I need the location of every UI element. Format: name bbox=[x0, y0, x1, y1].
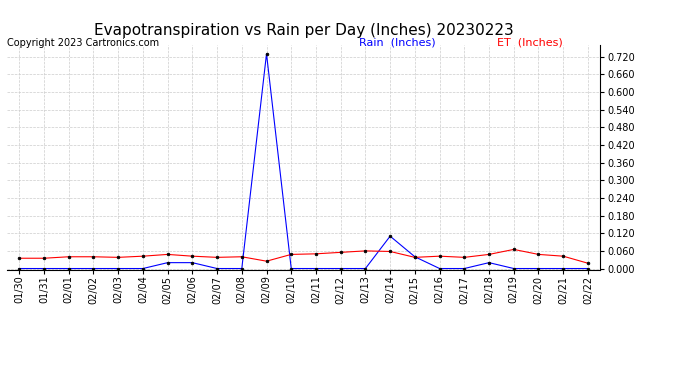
Rain  (Inches) bbox=[534, 266, 542, 271]
Text: Copyright 2023 Cartronics.com: Copyright 2023 Cartronics.com bbox=[7, 38, 159, 48]
Rain  (Inches) bbox=[213, 266, 221, 271]
ET  (Inches) bbox=[237, 255, 246, 259]
Rain  (Inches) bbox=[65, 266, 73, 271]
ET  (Inches) bbox=[337, 250, 345, 255]
ET  (Inches) bbox=[485, 252, 493, 257]
Text: ET  (Inches): ET (Inches) bbox=[497, 38, 562, 48]
Rain  (Inches) bbox=[164, 260, 172, 265]
ET  (Inches) bbox=[213, 255, 221, 260]
Rain  (Inches) bbox=[114, 266, 122, 271]
ET  (Inches) bbox=[15, 256, 23, 261]
Line: ET  (Inches): ET (Inches) bbox=[18, 248, 589, 265]
Rain  (Inches) bbox=[559, 266, 567, 271]
Rain  (Inches) bbox=[460, 266, 469, 271]
ET  (Inches) bbox=[262, 259, 270, 263]
Rain  (Inches) bbox=[139, 266, 147, 271]
Rain  (Inches) bbox=[584, 266, 592, 271]
Text: Evapotranspiration vs Rain per Day (Inches) 20230223: Evapotranspiration vs Rain per Day (Inch… bbox=[94, 22, 513, 38]
ET  (Inches) bbox=[584, 261, 592, 266]
Rain  (Inches) bbox=[40, 266, 48, 271]
Rain  (Inches) bbox=[337, 266, 345, 271]
ET  (Inches) bbox=[435, 254, 444, 258]
ET  (Inches) bbox=[287, 252, 295, 257]
Rain  (Inches) bbox=[15, 266, 23, 271]
ET  (Inches) bbox=[114, 255, 122, 260]
ET  (Inches) bbox=[386, 249, 394, 254]
ET  (Inches) bbox=[65, 255, 73, 259]
Rain  (Inches) bbox=[411, 255, 419, 259]
ET  (Inches) bbox=[164, 252, 172, 257]
Line: Rain  (Inches): Rain (Inches) bbox=[18, 53, 589, 270]
Text: Rain  (Inches): Rain (Inches) bbox=[359, 38, 435, 48]
Rain  (Inches) bbox=[435, 266, 444, 271]
Rain  (Inches) bbox=[485, 260, 493, 265]
ET  (Inches) bbox=[89, 255, 97, 259]
ET  (Inches) bbox=[362, 249, 370, 253]
ET  (Inches) bbox=[411, 255, 419, 260]
Rain  (Inches) bbox=[386, 234, 394, 238]
Rain  (Inches) bbox=[362, 266, 370, 271]
ET  (Inches) bbox=[40, 256, 48, 261]
Rain  (Inches) bbox=[262, 52, 270, 56]
ET  (Inches) bbox=[559, 254, 567, 258]
Rain  (Inches) bbox=[510, 266, 518, 271]
ET  (Inches) bbox=[460, 255, 469, 260]
ET  (Inches) bbox=[510, 247, 518, 252]
Rain  (Inches) bbox=[188, 260, 197, 265]
ET  (Inches) bbox=[534, 252, 542, 257]
ET  (Inches) bbox=[312, 252, 320, 256]
Rain  (Inches) bbox=[287, 266, 295, 271]
ET  (Inches) bbox=[139, 254, 147, 258]
Rain  (Inches) bbox=[237, 266, 246, 271]
Rain  (Inches) bbox=[312, 266, 320, 271]
Rain  (Inches) bbox=[89, 266, 97, 271]
ET  (Inches) bbox=[188, 254, 197, 258]
